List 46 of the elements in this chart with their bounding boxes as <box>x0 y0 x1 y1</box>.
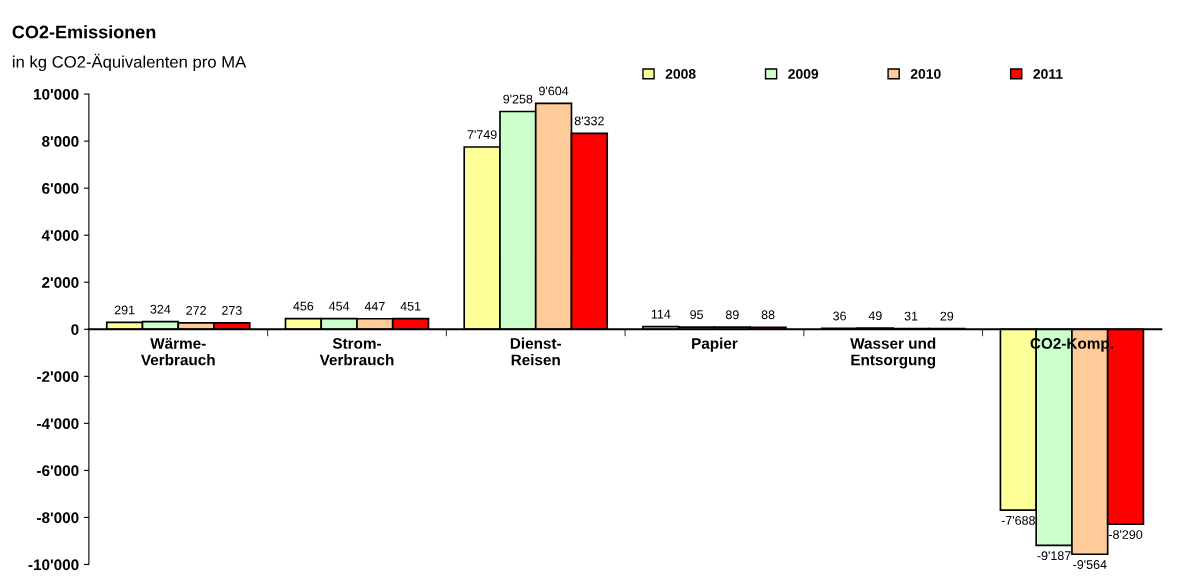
chart-title: CO2-Emissionen <box>12 25 156 39</box>
data-label: 88 <box>761 310 775 320</box>
y-tick-label: 6'000 <box>42 183 79 194</box>
y-tick-label: -6'000 <box>37 465 79 477</box>
y-tick-label: 4'000 <box>41 230 79 241</box>
data-label: 273 <box>222 305 242 315</box>
data-label: 49 <box>868 311 882 321</box>
x-tick-label: Papier <box>692 337 738 352</box>
data-label: -9'187 <box>1037 551 1071 561</box>
data-label: -7'688 <box>1001 515 1035 525</box>
y-tick-label: 8'000 <box>42 135 79 147</box>
x-tick-label: Strom- Verbrauch <box>319 338 394 366</box>
data-label: 9'258 <box>503 94 533 104</box>
y-tick-label: -2'000 <box>37 371 79 383</box>
data-label: 95 <box>690 310 704 320</box>
data-label: 114 <box>651 309 671 319</box>
x-tick-label: Wärme- Verbrauch <box>140 338 215 366</box>
data-label: 31 <box>904 311 918 321</box>
legend-label: 2009 <box>788 69 819 79</box>
data-label: 272 <box>186 306 206 315</box>
y-tick-label: -8'000 <box>37 512 79 524</box>
data-label: -8'290 <box>1108 530 1143 539</box>
y-tick-label: 10'000 <box>34 88 79 100</box>
data-label: 8'332 <box>574 116 604 126</box>
x-tick-label: Dienst- Reisen <box>510 337 561 366</box>
y-tick-label: 2'000 <box>42 277 79 288</box>
data-label: 454 <box>328 301 350 311</box>
data-label: 291 <box>114 305 135 315</box>
data-label: 29 <box>940 311 954 321</box>
y-tick-label: -10'000 <box>28 559 79 571</box>
legend-label: 2010 <box>910 69 941 79</box>
data-label: 324 <box>150 304 171 314</box>
data-label: 9'604 <box>539 86 569 96</box>
data-label: 89 <box>725 310 739 320</box>
data-label: 456 <box>293 301 314 311</box>
legend-label: 2008 <box>665 69 696 79</box>
y-tick-label: 0 <box>71 324 79 335</box>
data-label: 7'749 <box>467 130 497 139</box>
data-label: -9'564 <box>1073 560 1107 569</box>
y-tick-label: -4'000 <box>37 418 79 430</box>
chart-subtitle: in kg CO2-Äquivalenten pro MA <box>12 53 247 72</box>
x-tick-label: Wasser und Entsorgung <box>850 337 936 369</box>
data-label: 36 <box>833 311 846 321</box>
data-label: 447 <box>364 302 385 311</box>
data-label: 451 <box>400 301 421 311</box>
legend-label: 2011 <box>1033 69 1063 79</box>
